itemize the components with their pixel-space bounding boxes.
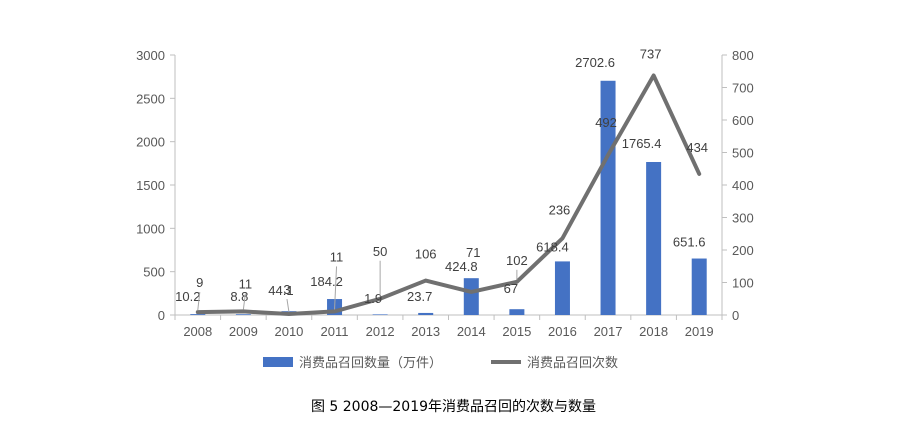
x-tick-label: 2010 xyxy=(274,324,303,339)
line-value-label: 3 xyxy=(283,282,290,297)
x-tick-label: 2009 xyxy=(229,324,258,339)
bar-value-label: 8.8 xyxy=(230,289,248,304)
x-tick-label: 2013 xyxy=(411,324,440,339)
x-tick-label: 2018 xyxy=(639,324,668,339)
right-tick-label: 600 xyxy=(732,113,754,128)
line-value-label: 492 xyxy=(595,115,617,130)
bar-2012 xyxy=(372,314,388,315)
leader-line xyxy=(242,293,246,310)
bar-value-label: 184.2 xyxy=(310,274,343,289)
left-tick-label: 1000 xyxy=(136,221,165,236)
bar-2008 xyxy=(190,314,206,315)
bar-value-label: 67 xyxy=(504,281,518,296)
line-value-label: 11 xyxy=(239,276,253,291)
right-tick-label: 200 xyxy=(732,243,754,258)
right-tick-label: 500 xyxy=(732,146,754,161)
left-tick-label: 500 xyxy=(143,265,165,280)
left-tick-label: 1500 xyxy=(136,178,165,193)
bar-value-label: 23.7 xyxy=(407,289,432,304)
leader-line xyxy=(197,292,201,311)
line-value-label: 71 xyxy=(466,245,480,260)
x-tick-label: 2008 xyxy=(183,324,212,339)
bar-2019 xyxy=(691,258,707,315)
left-tick-label: 0 xyxy=(158,308,165,323)
bar-value-label: 44.1 xyxy=(268,283,293,298)
bar-2009 xyxy=(235,314,251,315)
right-tick-label: 700 xyxy=(732,81,754,96)
bar-2014 xyxy=(463,278,479,315)
bar-value-label: 424.8 xyxy=(445,259,478,274)
x-tick-label: 2014 xyxy=(457,324,486,339)
x-tick-label: 2017 xyxy=(594,324,623,339)
left-tick-label: 3000 xyxy=(136,48,165,63)
line-value-label: 737 xyxy=(640,46,662,61)
chart-legend: 消费品召回数量（万件） 消费品召回次数 xyxy=(263,355,618,371)
x-tick-label: 2019 xyxy=(685,324,714,339)
right-tick-label: 100 xyxy=(732,276,754,291)
x-tick-label: 2011 xyxy=(321,324,349,339)
left-tick-label: 2500 xyxy=(136,91,165,106)
x-tick-label: 2012 xyxy=(366,324,395,339)
line-value-label: 236 xyxy=(549,202,571,217)
bar-value-label: 10.2 xyxy=(175,289,200,304)
line-value-label: 50 xyxy=(373,244,387,259)
line-value-label: 9 xyxy=(196,275,203,290)
bar-2018 xyxy=(646,161,662,315)
x-tick-label: 2016 xyxy=(548,324,577,339)
bar-value-label: 1.9 xyxy=(364,291,382,306)
legend-bar-label: 消费品召回数量（万件） xyxy=(299,356,442,371)
line-value-label: 11 xyxy=(330,249,344,264)
bar-2017 xyxy=(600,80,616,316)
line-value-label: 434 xyxy=(686,140,708,155)
legend-line-label: 消费品召回次数 xyxy=(527,355,618,371)
leader-line xyxy=(286,298,290,313)
leader-line xyxy=(334,266,338,310)
figure-caption: 图 5 2008—2019年消费品召回的次数与数量 xyxy=(310,399,597,415)
bar-2013 xyxy=(418,312,434,315)
legend-bar-swatch xyxy=(263,357,293,367)
bar-2016 xyxy=(554,261,570,315)
bar-value-label: 618.4 xyxy=(536,239,569,254)
right-tick-label: 400 xyxy=(732,178,754,193)
count-line-series xyxy=(195,73,702,317)
right-tick-label: 300 xyxy=(732,211,754,226)
left-tick-label: 2000 xyxy=(136,135,165,150)
right-tick-label: 800 xyxy=(732,48,754,63)
bar-2015 xyxy=(509,309,525,315)
line-value-label: 102 xyxy=(506,253,528,268)
bar-value-label: 2702.6 xyxy=(575,55,615,70)
x-tick-label: 2015 xyxy=(502,324,531,339)
bar-value-label: 651.6 xyxy=(673,235,706,250)
bar-value-label: 1765.4 xyxy=(622,136,662,151)
right-tick-label: 0 xyxy=(732,308,739,323)
line-value-label: 106 xyxy=(415,247,437,262)
